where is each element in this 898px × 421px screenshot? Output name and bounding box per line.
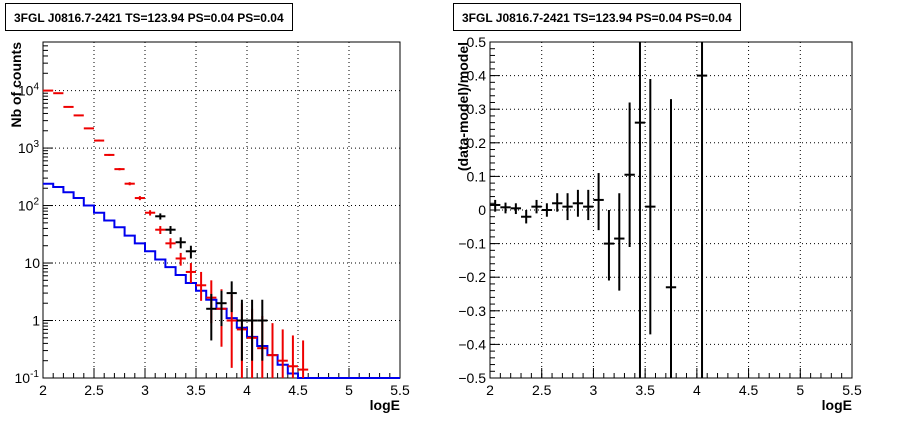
x-tick-label: 3.5 xyxy=(635,382,655,398)
x-tick-label: 4.5 xyxy=(739,382,759,398)
y-tick-label: 0.1 xyxy=(467,168,487,184)
red-data-point xyxy=(43,89,54,92)
red-data-point xyxy=(83,127,94,130)
black-data-point xyxy=(165,226,176,234)
red-data-point xyxy=(277,329,288,378)
residual-point xyxy=(562,193,573,221)
black-data-point xyxy=(206,293,217,341)
y-tick-label: 0.2 xyxy=(467,135,487,151)
residual-point xyxy=(552,193,563,212)
y-tick-label: −0.4 xyxy=(458,336,486,352)
black-data-point xyxy=(175,237,186,249)
residual-point xyxy=(603,210,615,281)
x-tick-label: 3.5 xyxy=(186,382,206,398)
red-data-point xyxy=(73,114,84,117)
residual-point xyxy=(645,78,656,335)
x-tick-label: 2.5 xyxy=(84,382,104,398)
right-panel: 2 2.5 3 3.5 4 4.5 5 5.5 −0.5 −0.4 −0.3 −0.2 −0.1 0 0.1… xyxy=(455,34,862,413)
x-tick-label: 5 xyxy=(796,382,804,398)
residual-points xyxy=(490,42,708,378)
left-ticks xyxy=(42,41,401,379)
left-panel: 2 2.5 3 3.5 4 4.5 5 5.5 10-1 1 10 102 103 104 logE Nb… xyxy=(8,41,410,413)
red-data-point xyxy=(175,252,186,266)
x-tick-label: 4.5 xyxy=(288,382,308,398)
residual-point xyxy=(624,102,635,247)
residual-point xyxy=(490,199,501,212)
black-data-points xyxy=(155,213,268,361)
y-tick-label: 0.3 xyxy=(467,101,487,117)
y-tick-label: 103 xyxy=(18,139,40,156)
residual-point xyxy=(541,203,553,217)
x-tick-label: 4 xyxy=(693,382,701,398)
red-data-point xyxy=(145,210,156,216)
red-data-point xyxy=(155,226,166,234)
red-data-point xyxy=(124,182,135,186)
red-data-point xyxy=(267,323,278,378)
x-tick-label: 3 xyxy=(590,382,598,398)
residual-point xyxy=(572,189,584,217)
red-data-point xyxy=(114,167,125,171)
black-data-point xyxy=(236,299,247,361)
x-tick-label: 5 xyxy=(345,382,353,398)
residual-point xyxy=(583,189,594,221)
black-data-point xyxy=(155,213,166,220)
black-data-point xyxy=(226,281,237,313)
x-tick-label: 5.5 xyxy=(390,382,410,398)
x-tick-label: 2.5 xyxy=(532,382,552,398)
left-grid xyxy=(43,42,400,378)
residual-point xyxy=(500,202,511,214)
red-data-point xyxy=(196,271,207,301)
residual-point xyxy=(521,210,532,224)
y-tick-label: −0.2 xyxy=(458,269,486,285)
right-tick-labels: 2 2.5 3 3.5 4 4.5 5 5.5 −0.5 −0.4 −0.3 −0.2 −0.1 0 0.1… xyxy=(458,34,862,398)
left-x-axis-label: logE xyxy=(370,397,400,413)
residual-point xyxy=(665,99,677,378)
y-tick-label: 1 xyxy=(32,313,40,329)
black-data-point xyxy=(257,299,268,361)
residual-point xyxy=(634,42,646,378)
black-data-point xyxy=(247,299,258,361)
x-tick-label: 2 xyxy=(39,382,47,398)
left-chart-title: 3FGL J0816.7-2421 TS=123.94 PS=0.04 PS=0… xyxy=(5,3,293,31)
residual-point xyxy=(510,203,522,215)
residual-point xyxy=(614,193,625,291)
x-tick-label: 4 xyxy=(243,382,251,398)
y-tick-label: −0.1 xyxy=(458,236,486,252)
residual-point xyxy=(531,199,542,214)
red-data-point xyxy=(53,92,64,95)
red-data-point xyxy=(287,335,298,378)
black-data-point xyxy=(185,245,196,259)
right-ticks xyxy=(489,41,853,379)
y-tick-label: 0.5 xyxy=(467,34,487,50)
black-data-point xyxy=(216,290,227,327)
y-tick-label: 0.4 xyxy=(467,68,487,84)
right-x-axis-label: logE xyxy=(822,397,852,413)
y-tick-label: −0.3 xyxy=(458,303,486,319)
red-data-point xyxy=(104,153,115,156)
red-data-point xyxy=(165,238,176,249)
red-data-point xyxy=(298,340,309,378)
x-tick-label: 3 xyxy=(141,382,149,398)
model-histogram xyxy=(43,182,400,379)
y-tick-label: 10 xyxy=(24,255,40,271)
left-tick-labels: 2 2.5 3 3.5 4 4.5 5 5.5 10-1 1 10 102 103 104 xyxy=(15,82,410,398)
right-y-axis-label: (data-model)/model xyxy=(455,42,471,171)
x-tick-label: 2 xyxy=(486,382,494,398)
residual-point xyxy=(696,42,708,378)
red-data-point xyxy=(94,139,105,142)
right-chart-title: 3FGL J0816.7-2421 TS=123.94 PS=0.04 PS=0… xyxy=(453,3,741,31)
left-y-axis-label: Nb of counts xyxy=(8,42,24,128)
residual-point xyxy=(593,173,604,231)
y-tick-label: 102 xyxy=(18,197,40,214)
red-data-point xyxy=(185,263,196,283)
y-tick-label: 104 xyxy=(18,82,40,99)
y-tick-label: 0 xyxy=(478,202,486,218)
red-data-point xyxy=(134,196,145,201)
x-tick-label: 5.5 xyxy=(842,382,862,398)
y-tick-label: 10-1 xyxy=(15,369,40,386)
red-data-point xyxy=(63,105,74,108)
y-tick-label: −0.5 xyxy=(458,370,486,386)
